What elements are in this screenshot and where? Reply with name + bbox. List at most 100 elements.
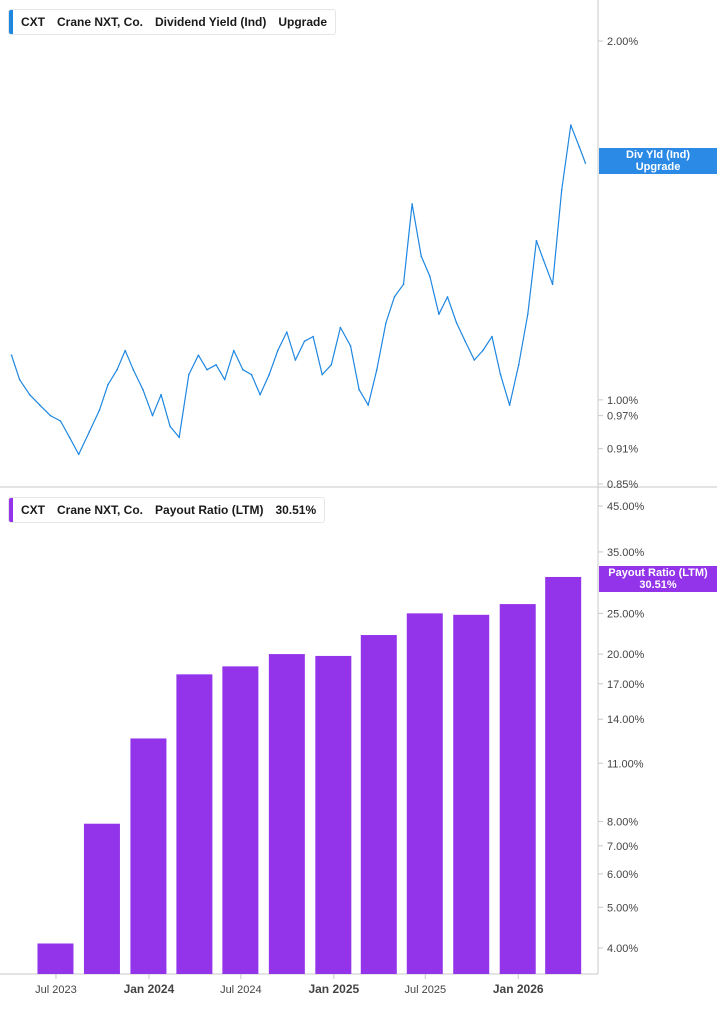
payout-ratio-bar — [499, 604, 536, 974]
dividend-yield-point — [446, 296, 449, 298]
payout-ratio-bar — [453, 614, 490, 974]
dividend-yield-point — [464, 340, 466, 342]
y-tick-label: 5.00% — [607, 902, 638, 914]
dividend-yield-point — [223, 378, 226, 381]
dividend-yield-point — [286, 331, 288, 333]
legend-dividend-yield[interactable]: CXT Crane NXT, Co. Dividend Yield (Ind) … — [8, 9, 337, 35]
dividend-yield-point — [268, 373, 270, 376]
payout-ratio-bar — [406, 613, 443, 974]
dividend-yield-series-line — [10, 124, 586, 455]
dividend-yield-point — [455, 322, 458, 324]
dividend-yield-point — [188, 373, 190, 376]
badge-label: Div Yld (Ind) — [626, 149, 690, 161]
dividend-yield-point — [18, 378, 21, 381]
dividend-yield-point — [330, 364, 333, 366]
y-tick-label: 1.00% — [607, 395, 638, 407]
badge-label: Payout Ratio (LTM) — [608, 567, 708, 579]
dividend-yield-point — [482, 349, 484, 352]
payout-ratio-bar — [130, 738, 167, 974]
badge-value: 30.51% — [639, 579, 677, 591]
y-tick-label: 45.00% — [607, 501, 645, 513]
dividend-yield-point — [215, 364, 217, 366]
dividend-yield-point — [491, 335, 493, 338]
y-tick-label: 2.00% — [607, 36, 638, 48]
dividend-yield-point — [151, 414, 154, 417]
x-tick-label: Jan 2025 — [308, 982, 359, 996]
legend-ticker: CXT — [21, 503, 45, 517]
dividend-yield-point — [411, 203, 413, 205]
dividend-yield-point — [294, 359, 297, 361]
dividend-yield-point — [107, 383, 109, 386]
y-tick-label: 0.97% — [607, 411, 638, 423]
dividend-yield-point — [375, 368, 378, 371]
dividend-yield-point — [160, 393, 162, 396]
dividend-yield-point — [116, 368, 118, 371]
payout-ratio-bar — [360, 635, 397, 974]
y-tick-label: 14.00% — [607, 714, 645, 726]
legend-value: 30.51% — [275, 503, 317, 517]
legend-payout-ratio[interactable]: CXT Crane NXT, Co. Payout Ratio (LTM) 30… — [8, 497, 326, 523]
y-tick-label: 11.00% — [607, 758, 644, 770]
y-tick-label: 7.00% — [607, 841, 638, 853]
dividend-yield-point — [88, 431, 91, 433]
x-tick-label: Jan 2026 — [493, 982, 544, 996]
y-tick-label: 20.00% — [607, 649, 645, 661]
dividend-yield-point — [250, 373, 253, 376]
payout-ratio-bar — [222, 666, 259, 974]
dividend-yield-point — [358, 388, 360, 391]
dividend-yield-point — [169, 425, 171, 428]
dividend-yield-point — [429, 275, 431, 277]
dividend-yield-point — [569, 124, 572, 126]
payout-ratio-bar — [268, 654, 305, 974]
dividend-yield-point — [28, 393, 31, 396]
x-tick-label: Jan 2024 — [124, 982, 175, 996]
dividend-yield-point — [517, 364, 520, 366]
dividend-yield-point — [499, 373, 502, 376]
dividend-yield-point — [39, 404, 41, 406]
payout-ratio-bar — [176, 674, 213, 974]
legend-company: Crane NXT, Co. — [57, 15, 144, 29]
badge-value: Upgrade — [635, 161, 681, 173]
dividend-yield-point — [142, 388, 144, 391]
dividend-yield-point — [303, 340, 306, 342]
x-tick-label: Jul 2024 — [220, 984, 262, 996]
payout-ratio-bar — [315, 655, 352, 974]
last-value-badge-yield[interactable]: Div Yld (Ind) Upgrade — [599, 148, 717, 174]
dividend-yield-point — [438, 313, 440, 315]
y-tick-label: 4.00% — [607, 943, 638, 955]
dividend-yield-point — [542, 259, 545, 261]
dividend-yield-point — [10, 354, 13, 357]
dividend-yield-point — [385, 322, 387, 324]
dividend-yield-point — [535, 239, 538, 242]
dividend-yield-point — [402, 283, 405, 286]
dividend-yield-point — [132, 368, 135, 371]
legend-metric: Payout Ratio (LTM) — [155, 503, 264, 517]
x-tick-label: Jul 2023 — [35, 984, 77, 996]
y-tick-label: 6.00% — [607, 869, 638, 881]
dividend-yield-point — [578, 146, 581, 148]
y-tick-label: 0.85% — [607, 479, 638, 491]
y-tick-label: 35.00% — [607, 547, 645, 559]
legend-swatch-payout — [9, 498, 13, 522]
dividend-yield-point — [560, 189, 563, 191]
dividend-yield-point — [339, 326, 342, 329]
dividend-yield-point — [321, 373, 324, 376]
dividend-yield-point — [527, 313, 529, 315]
dividend-yield-point — [420, 255, 423, 257]
dividend-yield-point — [98, 409, 101, 412]
legend-swatch-yield — [9, 10, 13, 34]
y-tick-label: 17.00% — [607, 679, 645, 691]
dividend-yield-point — [49, 414, 52, 417]
dividend-yield-point — [59, 420, 62, 422]
legend-metric: Dividend Yield (Ind) — [155, 15, 267, 29]
dividend-yield-point — [393, 296, 396, 298]
payout-ratio-bar — [83, 823, 120, 974]
dividend-yield-point — [124, 349, 126, 352]
dividend-yield-point — [206, 368, 208, 371]
dividend-yield-point — [551, 283, 554, 286]
dividend-yield-point — [232, 349, 235, 352]
x-tick-label: Jul 2025 — [404, 984, 446, 996]
dividend-yield-point — [259, 393, 261, 396]
legend-upgrade-link[interactable]: Upgrade — [278, 15, 328, 29]
